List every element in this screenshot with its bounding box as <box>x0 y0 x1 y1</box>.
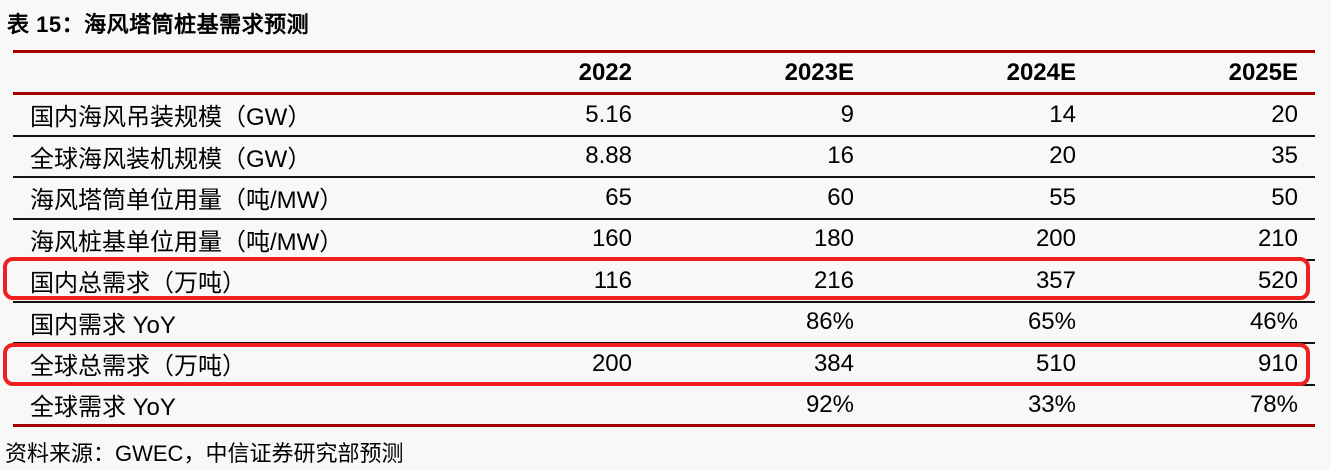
cell-value: 35 <box>1271 142 1298 170</box>
cell-value: 180 <box>813 225 854 253</box>
table-row-pile-unit-usage: 海风桩基单位用量（吨/MW） 160 180 200 210 <box>13 220 1315 261</box>
cell-value: 65 <box>605 183 632 211</box>
cell-value: 86% <box>805 308 854 336</box>
row-label: 海风桩基单位用量（吨/MW） <box>30 228 344 256</box>
cell-value: 33% <box>1027 390 1076 418</box>
table-row-domestic-installation: 国内海风吊装规模（GW） 5.16 9 14 20 <box>13 95 1315 137</box>
row-label: 全球海风装机规模（GW） <box>30 145 312 173</box>
table-row-domestic-demand-yoy: 国内需求 YoY 86% 65% 46% <box>13 303 1315 344</box>
cell-value: 50 <box>1271 183 1298 211</box>
row-label: 国内海风吊装规模（GW） <box>30 104 312 132</box>
cell-value: 65% <box>1027 308 1076 336</box>
row-label: 国内总需求（万吨） <box>30 270 246 298</box>
cell-value: 910 <box>1257 349 1298 377</box>
cell-value: 520 <box>1257 266 1298 294</box>
cell-value: 20 <box>1049 142 1076 170</box>
cell-value: 384 <box>813 349 854 377</box>
column-header-2025e: 2025E <box>1228 58 1298 86</box>
cell-value: 210 <box>1257 225 1298 253</box>
cell-value: 55 <box>1049 183 1076 211</box>
cell-value: 510 <box>1035 349 1076 377</box>
cell-value: 200 <box>591 349 632 377</box>
table-row-global-total-demand: 全球总需求（万吨） 200 384 510 910 <box>13 344 1315 386</box>
cell-value: 5.16 <box>585 100 632 128</box>
cell-value: 92% <box>805 390 854 418</box>
cell-value: 216 <box>813 266 854 294</box>
cell-value: 78% <box>1249 390 1298 418</box>
cell-value: 116 <box>593 266 632 294</box>
cell-value: 357 <box>1035 266 1076 294</box>
table-row-tower-unit-usage: 海风塔筒单位用量（吨/MW） 65 60 55 50 <box>13 178 1315 220</box>
cell-value: 14 <box>1049 100 1076 128</box>
cell-value: 8.88 <box>585 142 632 170</box>
column-header-2022: 2022 <box>578 58 632 86</box>
row-label: 全球总需求（万吨） <box>30 353 246 381</box>
cell-value: 16 <box>827 142 854 170</box>
row-label: 国内需求 YoY <box>30 311 176 339</box>
column-header-2023e: 2023E <box>784 58 854 86</box>
cell-value: 200 <box>1035 225 1076 253</box>
cell-value: 20 <box>1271 100 1298 128</box>
table-row-global-demand-yoy: 全球需求 YoY 92% 33% 78% <box>13 386 1315 427</box>
row-label: 海风塔筒单位用量（吨/MW） <box>30 187 344 215</box>
column-header-2024e: 2024E <box>1006 58 1076 86</box>
cell-value: 46% <box>1249 308 1298 336</box>
table-title: 表 15：海风塔筒桩基需求预测 <box>7 12 310 37</box>
row-label: 全球需求 YoY <box>30 394 176 422</box>
table-row-global-installation: 全球海风装机规模（GW） 8.88 16 20 35 <box>13 137 1315 178</box>
table-header-row: 2022 2023E 2024E 2025E <box>13 53 1315 95</box>
cell-value: 160 <box>591 225 632 253</box>
demand-forecast-table: 2022 2023E 2024E 2025E 国内海风吊装规模（GW） 5.16… <box>13 50 1315 427</box>
source-note: 资料来源：GWEC，中信证券研究部预测 <box>5 441 404 466</box>
cell-value: 9 <box>840 100 854 128</box>
table-row-domestic-total-demand: 国内总需求（万吨） 116 216 357 520 <box>13 261 1315 303</box>
cell-value: 60 <box>827 183 854 211</box>
